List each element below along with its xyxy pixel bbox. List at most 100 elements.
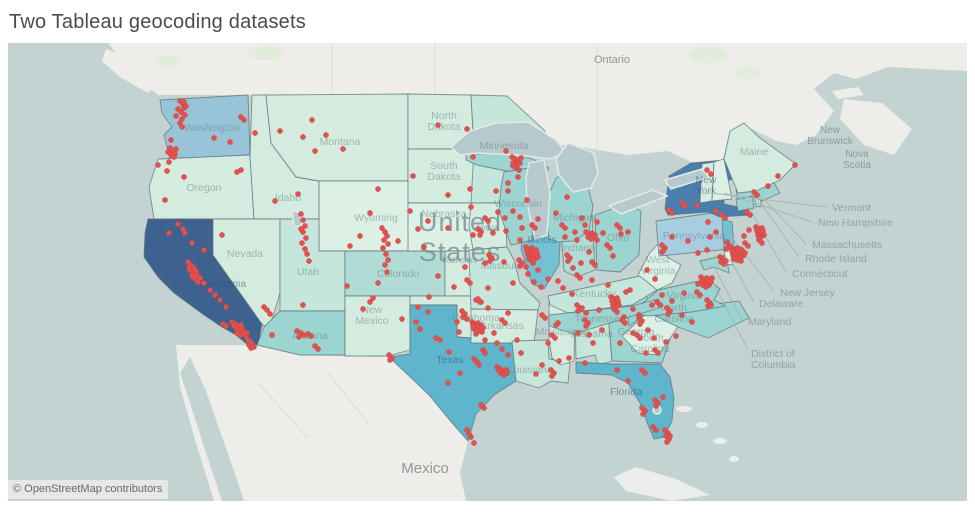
- data-point[interactable]: [542, 315, 548, 321]
- data-point[interactable]: [367, 210, 373, 216]
- data-point[interactable]: [501, 259, 507, 265]
- data-point[interactable]: [695, 281, 701, 287]
- data-point[interactable]: [669, 298, 675, 304]
- data-point[interactable]: [572, 229, 578, 235]
- data-point[interactable]: [596, 307, 602, 313]
- data-point[interactable]: [610, 253, 616, 259]
- data-point[interactable]: [566, 355, 572, 361]
- data-point[interactable]: [181, 174, 187, 180]
- data-point[interactable]: [298, 226, 304, 232]
- data-point[interactable]: [607, 245, 613, 251]
- data-point[interactable]: [487, 258, 493, 264]
- data-point[interactable]: [446, 349, 452, 355]
- data-point[interactable]: [499, 346, 505, 352]
- data-point[interactable]: [344, 283, 350, 289]
- data-point[interactable]: [467, 280, 473, 286]
- data-point[interactable]: [303, 235, 309, 241]
- data-point[interactable]: [261, 304, 267, 310]
- data-point[interactable]: [182, 230, 188, 236]
- data-point[interactable]: [395, 238, 401, 244]
- data-point[interactable]: [569, 291, 575, 297]
- data-point[interactable]: [464, 126, 470, 132]
- data-point[interactable]: [517, 263, 523, 269]
- data-point[interactable]: [515, 174, 521, 180]
- data-point[interactable]: [746, 227, 752, 233]
- data-point[interactable]: [709, 275, 715, 281]
- data-point[interactable]: [754, 192, 760, 198]
- map-canvas[interactable]: Washington Oregon California Idaho Montana Wy…: [8, 43, 967, 501]
- data-point[interactable]: [466, 431, 472, 437]
- data-point[interactable]: [171, 154, 177, 160]
- data-point[interactable]: [592, 262, 598, 268]
- data-point[interactable]: [162, 197, 168, 203]
- data-point[interactable]: [708, 302, 714, 308]
- data-point[interactable]: [759, 240, 765, 246]
- data-point[interactable]: [704, 247, 710, 253]
- data-point[interactable]: [477, 232, 483, 238]
- data-point[interactable]: [689, 319, 695, 325]
- data-point[interactable]: [532, 225, 538, 231]
- data-point[interactable]: [241, 117, 247, 123]
- data-point[interactable]: [643, 350, 649, 356]
- data-point[interactable]: [625, 378, 631, 384]
- data-point[interactable]: [517, 160, 523, 166]
- data-point[interactable]: [384, 269, 390, 275]
- data-point[interactable]: [482, 260, 488, 266]
- data-point[interactable]: [562, 225, 568, 231]
- data-point[interactable]: [231, 323, 237, 329]
- data-point[interactable]: [655, 350, 661, 356]
- data-point[interactable]: [594, 219, 600, 225]
- data-point[interactable]: [667, 433, 673, 439]
- data-point[interactable]: [473, 331, 479, 337]
- data-point[interactable]: [223, 304, 229, 310]
- data-point[interactable]: [462, 264, 468, 270]
- data-point[interactable]: [517, 214, 523, 220]
- data-point[interactable]: [660, 394, 666, 400]
- data-point[interactable]: [535, 254, 541, 260]
- data-point[interactable]: [248, 345, 254, 351]
- data-point[interactable]: [738, 258, 744, 264]
- data-point[interactable]: [164, 168, 170, 174]
- data-point[interactable]: [468, 204, 474, 210]
- data-point[interactable]: [181, 99, 187, 105]
- data-point[interactable]: [625, 229, 631, 235]
- state-NC[interactable]: [627, 300, 750, 339]
- data-point[interactable]: [723, 246, 729, 252]
- data-point[interactable]: [505, 310, 511, 316]
- data-point[interactable]: [189, 240, 195, 246]
- data-point[interactable]: [644, 267, 650, 273]
- data-point[interactable]: [426, 294, 432, 300]
- data-point[interactable]: [742, 250, 748, 256]
- data-point[interactable]: [421, 244, 427, 250]
- data-point[interactable]: [295, 191, 301, 197]
- data-point[interactable]: [197, 275, 203, 281]
- data-point[interactable]: [579, 305, 585, 311]
- data-point[interactable]: [476, 362, 482, 368]
- data-point[interactable]: [471, 440, 477, 446]
- data-point[interactable]: [445, 225, 451, 231]
- data-point[interactable]: [519, 225, 525, 231]
- data-point[interactable]: [510, 160, 516, 166]
- data-point[interactable]: [549, 373, 555, 379]
- data-point[interactable]: [614, 309, 620, 315]
- data-point[interactable]: [761, 232, 767, 238]
- data-point[interactable]: [577, 275, 583, 281]
- map-attribution[interactable]: © OpenStreetMap contributors: [8, 480, 169, 499]
- data-point[interactable]: [387, 357, 393, 363]
- data-point[interactable]: [599, 327, 605, 333]
- data-point[interactable]: [575, 330, 581, 336]
- data-point[interactable]: [168, 137, 174, 143]
- data-point[interactable]: [695, 250, 701, 256]
- data-point[interactable]: [410, 173, 416, 179]
- data-point[interactable]: [454, 319, 460, 325]
- data-point[interactable]: [669, 234, 675, 240]
- data-point[interactable]: [707, 234, 713, 240]
- data-point[interactable]: [525, 271, 531, 277]
- data-point[interactable]: [792, 162, 798, 168]
- data-point[interactable]: [470, 323, 476, 329]
- data-point[interactable]: [182, 112, 188, 118]
- data-point[interactable]: [491, 330, 497, 336]
- attribution-text[interactable]: © OpenStreetMap contributors: [13, 483, 163, 495]
- data-point[interactable]: [399, 316, 405, 322]
- data-point[interactable]: [456, 329, 462, 335]
